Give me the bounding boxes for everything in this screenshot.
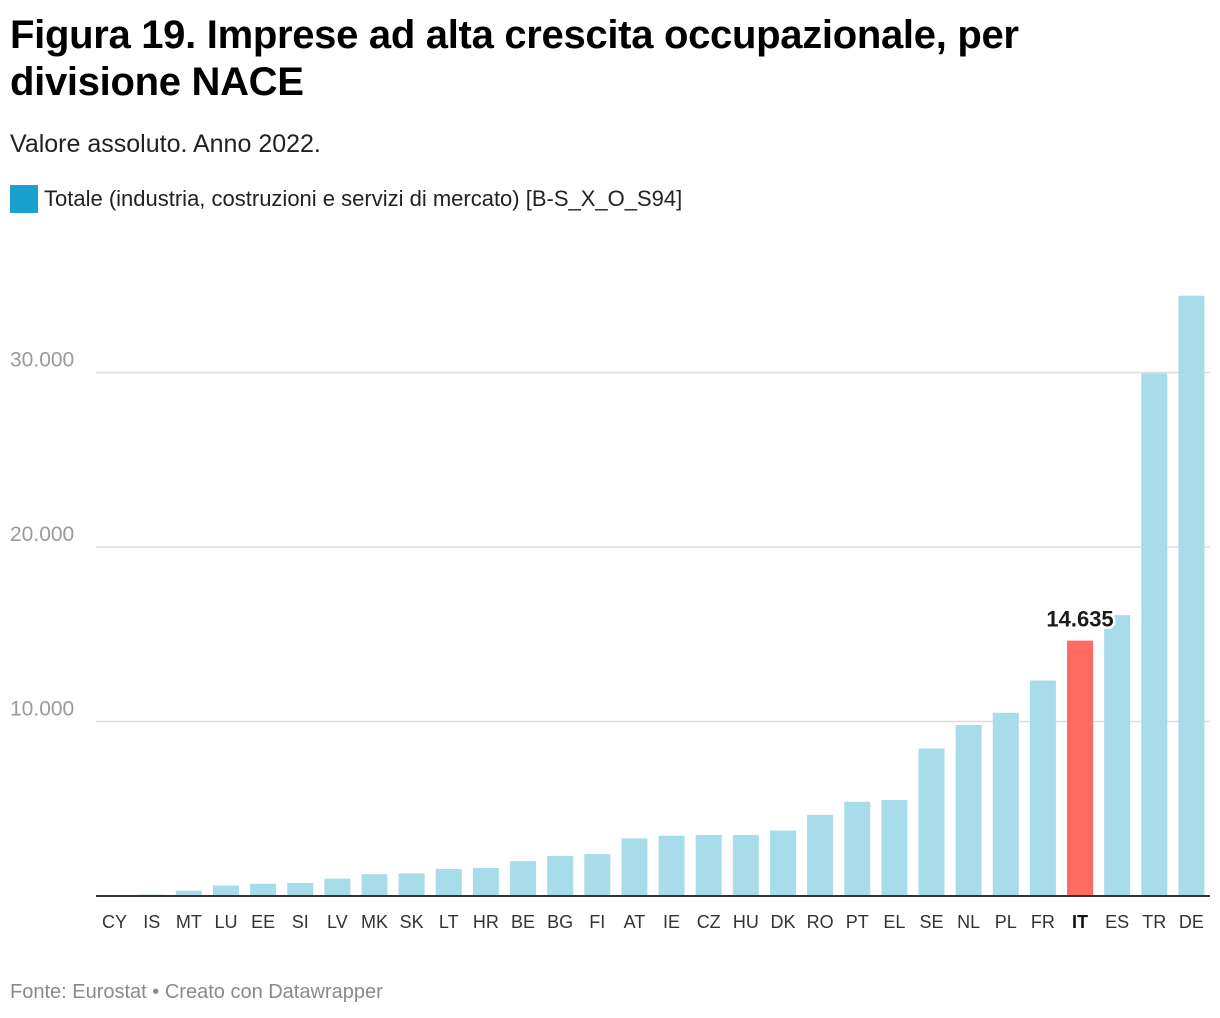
x-tick-label: CZ (697, 912, 721, 932)
footer-source: Fonte: Eurostat • Creato con Datawrapper (10, 981, 383, 1003)
y-tick-label: 20.000 (10, 523, 74, 546)
x-tick-label: NL (957, 912, 980, 932)
bar-lt (435, 868, 462, 896)
x-tick-label: FR (1031, 912, 1055, 932)
legend: Totale (industria, costruzioni e servizi… (10, 185, 682, 213)
x-tick-label: PL (995, 912, 1017, 932)
x-tick-label: HU (733, 912, 759, 932)
x-tick-label: DE (1179, 912, 1204, 932)
x-tick-label: MT (176, 912, 202, 932)
bar-fi (584, 854, 611, 896)
x-tick-label: LV (327, 912, 348, 932)
bar-be (510, 861, 537, 896)
bar-pl (992, 712, 1019, 896)
x-tick-label: ES (1105, 912, 1129, 932)
x-tick-label: AT (624, 912, 646, 932)
bar-cz (695, 834, 722, 896)
bar-se (918, 748, 945, 896)
x-tick-label: BG (547, 912, 573, 932)
x-tick-label: DK (770, 912, 795, 932)
legend-swatch (10, 185, 38, 213)
bar-hu (732, 834, 759, 896)
x-tick-label: HR (473, 912, 499, 932)
bar-ee (250, 883, 277, 896)
x-tick-label: BE (511, 912, 535, 932)
bar-de (1178, 295, 1205, 897)
x-tick-label: LU (214, 912, 237, 932)
labels: CY IS MT LU EE SI LV MK SK LT HR BE BG FI AT IE CZ HU DK RO… (102, 604, 1204, 932)
x-tick-label: SK (400, 912, 424, 932)
bar-at (621, 838, 648, 896)
bars (101, 295, 1205, 897)
x-tick-label: EE (251, 912, 275, 932)
bar-chart: 10.000 20.000 30.000 CY IS MT LU EE SI LV MK SK LT H… (10, 295, 1210, 932)
data-label-it: 14.635 (1046, 607, 1113, 632)
bar-hr (472, 868, 499, 896)
chart-title: Figura 19. Imprese ad alta crescita occu… (10, 13, 1019, 104)
x-tick-label: LT (439, 912, 459, 932)
bar-el (881, 800, 908, 896)
bar-mt (175, 890, 202, 896)
x-tick-label: IT (1072, 912, 1088, 932)
x-tick-label: CY (102, 912, 127, 932)
bar-es (1104, 615, 1131, 896)
bar-sk (398, 873, 425, 896)
bar-lv (324, 878, 351, 896)
bar-it (1067, 640, 1094, 896)
bar-dk (769, 830, 796, 896)
x-tick-label: PT (846, 912, 869, 932)
bar-tr (1141, 373, 1168, 896)
x-tick-label: IE (663, 912, 680, 932)
bar-si (287, 882, 314, 896)
legend-label: Totale (industria, costruzioni e servizi… (44, 186, 683, 211)
bar-pt (844, 801, 871, 896)
x-tick-label: TR (1142, 912, 1166, 932)
x-tick-label: SI (292, 912, 309, 932)
x-tick-label: SE (919, 912, 943, 932)
y-tick-label: 10.000 (10, 698, 74, 721)
x-tick-label: IS (143, 912, 160, 932)
x-tick-label: EL (883, 912, 905, 932)
bar-ie (658, 835, 685, 896)
y-tick-label: 30.000 (10, 349, 74, 372)
bar-bg (547, 855, 574, 896)
bar-nl (955, 724, 982, 896)
x-tick-label: FI (589, 912, 605, 932)
bar-ro (807, 814, 834, 896)
x-tick-label: RO (807, 912, 834, 932)
bar-fr (1029, 680, 1056, 896)
x-tick-label: MK (361, 912, 388, 932)
bar-lu (212, 885, 239, 896)
bar-mk (361, 874, 388, 896)
chart-subtitle: Valore assoluto. Anno 2022. (10, 130, 321, 158)
gridlines: 10.000 20.000 30.000 (10, 349, 1210, 723)
